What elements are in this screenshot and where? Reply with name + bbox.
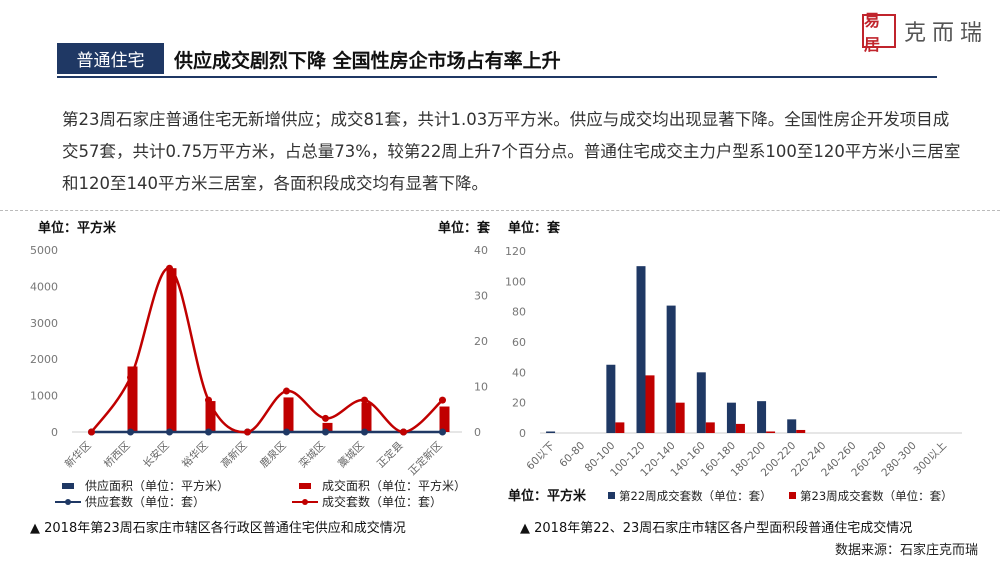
line-point (205, 396, 212, 404)
bar-week22 (666, 305, 676, 433)
legend-label: 第23周成交套数（单位：套） (800, 489, 953, 503)
section-divider (0, 210, 1000, 211)
left-tick-label: 1000 (30, 390, 58, 403)
right-tick-label: 10 (474, 381, 488, 394)
brand-name: 克而瑞 (904, 21, 989, 46)
legend-label: 成交套数（单位：套） (322, 494, 442, 509)
bar-deal-area (166, 268, 177, 432)
right-tick-label: 30 (474, 290, 488, 303)
line-point (400, 428, 407, 436)
line-point (283, 428, 290, 436)
bottom-unit-label: 单位：平方米 (508, 488, 587, 504)
y-tick-label: 20 (512, 397, 526, 410)
bar-deal-area (283, 397, 294, 432)
legend-swatch (608, 492, 615, 499)
bar-deal-area (322, 422, 333, 432)
right-unit-label: 单位：套 (438, 220, 491, 236)
summary-paragraph: 第23周石家庄普通住宅无新增供应；成交81套，共计1.03万平方米。供应与成交均… (62, 110, 961, 193)
line-point (322, 414, 329, 422)
category-label: 60以下 (524, 440, 557, 473)
line-point (244, 428, 251, 436)
line-point (88, 428, 95, 436)
bar-week23 (675, 402, 685, 433)
line-point (439, 428, 446, 436)
line-point (127, 373, 134, 381)
bar-week23 (735, 423, 745, 433)
chart2-caption: ▲ 2018年第22、23周石家庄市辖区各户型面积段普通住宅成交情况 (520, 521, 913, 536)
y-tick-label: 40 (512, 366, 526, 379)
left-tick-label: 0 (51, 426, 58, 439)
legend-marker (65, 499, 71, 505)
legend-label: 成交面积（单位：平方米） (322, 478, 466, 493)
bar-week22 (787, 419, 797, 433)
line-point (127, 428, 134, 436)
right-tick-label: 20 (474, 335, 488, 348)
bar-week23 (796, 429, 806, 433)
bar-deal-area (205, 401, 216, 432)
left-tick-label: 4000 (30, 280, 58, 293)
right-tick-label: 40 (474, 244, 488, 257)
line-point (322, 428, 329, 436)
bar-week22 (696, 372, 706, 433)
line-point (361, 396, 368, 404)
left-tick-label: 2000 (30, 353, 58, 366)
y-tick-label: 120 (505, 245, 526, 258)
y-tick-label: 0 (519, 427, 526, 440)
legend-label: 供应面积（单位：平方米） (85, 478, 229, 493)
bar-week23 (615, 422, 625, 433)
category-label: 300以上 (912, 440, 950, 478)
bar-deal-area (361, 402, 372, 432)
y-tick-label: 80 (512, 306, 526, 319)
left-unit-label: 单位：平方米 (38, 220, 117, 236)
chart1-caption: ▲ 2018年第23周石家庄市辖区各行政区普通住宅供应和成交情况 (30, 521, 406, 536)
line-point (361, 428, 368, 436)
top-unit-label: 单位：套 (508, 220, 561, 236)
legend-label: 第22周成交套数（单位：套） (619, 489, 772, 503)
legend-swatch (62, 483, 74, 489)
line-point (283, 387, 290, 395)
line-point (439, 396, 446, 404)
data-source: 数据来源：石家庄克而瑞 (834, 543, 978, 558)
y-tick-label: 100 (505, 275, 526, 288)
section-tag: 普通住宅 (57, 43, 164, 74)
bar-week23 (645, 375, 655, 433)
legend-swatch (789, 492, 796, 499)
line-point (205, 428, 212, 436)
bar-week22 (606, 364, 616, 433)
bar-week22 (546, 431, 556, 433)
line-point (166, 264, 173, 272)
bar-week23 (705, 422, 715, 433)
header-rule (57, 76, 937, 78)
bar-week22 (726, 402, 736, 433)
left-tick-label: 5000 (30, 244, 58, 257)
y-tick-label: 60 (512, 336, 526, 349)
bar-week22 (636, 266, 646, 433)
page-headline: 供应成交剧烈下降 全国性房企市场占有率上升 (174, 50, 561, 72)
bar-week22 (757, 401, 767, 433)
right-tick-label: 0 (474, 426, 481, 439)
line-point (166, 428, 173, 436)
legend-marker (302, 499, 308, 505)
legend-label: 供应套数（单位：套） (85, 494, 205, 509)
bar-deal-area (439, 406, 450, 432)
bar-week23 (766, 431, 776, 433)
left-tick-label: 3000 (30, 317, 58, 330)
bar-deal-area (127, 366, 138, 432)
legend-swatch (299, 483, 311, 489)
